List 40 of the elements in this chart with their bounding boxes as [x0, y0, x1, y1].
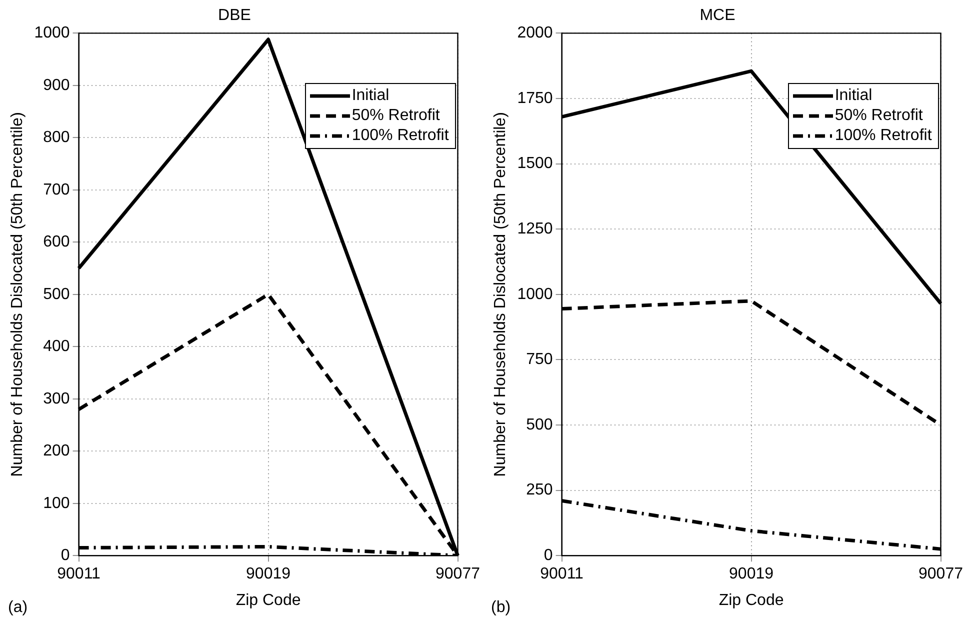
- legend-label: Initial: [352, 86, 390, 106]
- y-tick-label: 500: [43, 286, 70, 303]
- legend-label: Initial: [834, 86, 872, 106]
- x-axis-title: Zip Code: [718, 592, 784, 609]
- y-tick-label: 200: [43, 442, 70, 460]
- y-tick-label: 100: [43, 494, 70, 512]
- y-tick-label: 0: [544, 547, 553, 564]
- x-tick-label: 90019: [246, 566, 291, 583]
- y-tick-label: 700: [43, 181, 70, 198]
- x-tick-label: 90077: [918, 566, 964, 583]
- y-tick-label: 400: [43, 338, 70, 356]
- legend-label: 50% Retrofit: [352, 106, 440, 126]
- y-axis-title: Number of Households Dislocated (50th Percentile): [492, 112, 510, 477]
- y-tick-label: 800: [43, 129, 70, 146]
- y-axis-title: Number of Households Dislocated (50th Percentile): [9, 112, 26, 477]
- y-tick-label: 250: [526, 482, 553, 499]
- legend-label: 100% Retrofit: [352, 126, 449, 146]
- y-tick-label: 1000: [517, 286, 553, 303]
- x-tick-label: 90011: [540, 566, 584, 583]
- y-tick-label: 1750: [517, 90, 553, 107]
- y-tick-label: 1000: [34, 24, 70, 42]
- y-tick-label: 600: [43, 234, 70, 251]
- legend-label: 100% Retrofit: [834, 126, 932, 146]
- y-tick-label: 750: [526, 351, 553, 368]
- text: (a): [8, 599, 28, 616]
- chart-title: MCE: [700, 7, 736, 24]
- y-tick-label: 2000: [517, 24, 553, 42]
- y-tick-label: 300: [43, 390, 70, 408]
- y-tick-label: 900: [43, 76, 70, 94]
- legend-label: 50% Retrofit: [834, 106, 923, 126]
- y-tick-label: 500: [526, 416, 553, 434]
- y-tick-label: 1500: [517, 155, 553, 172]
- x-tick-label: 90019: [729, 566, 774, 583]
- text: (b): [491, 599, 511, 616]
- y-tick-label: 0: [60, 547, 70, 564]
- x-tick-label: 90011: [57, 566, 101, 583]
- chart-title: DBE: [218, 7, 251, 24]
- y-tick-label: 1250: [517, 220, 553, 238]
- x-tick-label: 90077: [436, 566, 480, 583]
- x-axis-title: Zip Code: [236, 592, 301, 609]
